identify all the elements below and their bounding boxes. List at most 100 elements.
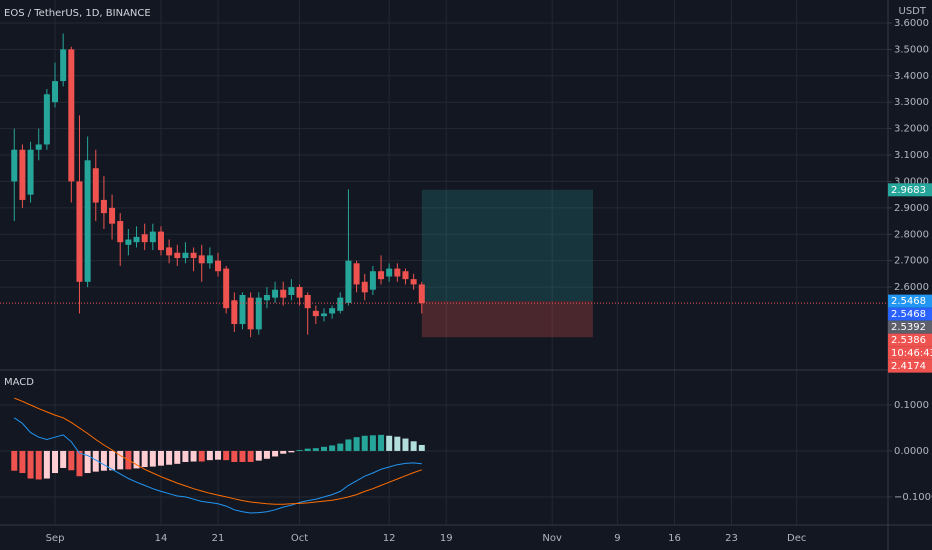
histogram-bar (353, 437, 360, 451)
position-stop-zone (421, 301, 593, 338)
candle-body (345, 260, 352, 303)
y-tick-label: 0.0000 (894, 446, 929, 457)
y-tick-label: 3.6000 (894, 18, 929, 29)
x-tick-label: Sep (46, 533, 65, 544)
histogram-bar (386, 435, 393, 451)
y-tick-label: 3.3000 (894, 97, 929, 108)
histogram-bar (76, 450, 83, 477)
histogram-bar (100, 450, 107, 471)
candle-body (402, 271, 409, 280)
candle-body (353, 263, 360, 285)
candle-body (84, 160, 91, 282)
y-tick-label: 2.8000 (894, 229, 929, 240)
histogram-bar (190, 450, 197, 462)
histogram-bar (215, 450, 222, 460)
candle-body (231, 300, 238, 325)
y-tick-label: 3.5000 (894, 44, 929, 55)
price-label: 2.9683 (891, 185, 926, 196)
histogram-bar (35, 450, 42, 480)
histogram-bar (206, 450, 213, 461)
chart-title: EOS / TetherUS, 1D, BINANCE (4, 8, 151, 19)
candle-body (157, 231, 164, 251)
candle-body (174, 252, 181, 259)
y-tick-label: 2.6000 (894, 282, 929, 293)
candle-body (239, 294, 246, 325)
histogram-bar (109, 450, 116, 471)
candle-body (141, 234, 148, 243)
x-tick-label: 12 (383, 533, 396, 544)
histogram-bar (263, 450, 270, 459)
candle-body (280, 289, 287, 298)
histogram-bar (320, 446, 327, 451)
histogram-bar (239, 450, 246, 462)
candle-body (182, 252, 189, 259)
x-tick-label: Nov (542, 533, 562, 544)
candle-body (76, 181, 83, 282)
candle-body (394, 268, 401, 277)
histogram-bar (272, 450, 279, 457)
candle-body (247, 297, 254, 330)
price-label: 2.5392 (891, 322, 926, 333)
histogram-bar (369, 435, 376, 451)
candle-body (43, 94, 50, 145)
candle-body (133, 236, 140, 243)
histogram-bar (280, 450, 287, 454)
histogram-bar (133, 450, 140, 469)
candle-body (117, 221, 124, 243)
y-tick-label: −0.1000 (894, 492, 932, 503)
price-label-bg (888, 307, 932, 321)
y-axis-label: USDT (899, 6, 927, 17)
price-label-bg (888, 333, 932, 347)
candle-body (27, 149, 34, 195)
x-tick-label: Oct (291, 533, 308, 544)
y-tick-label: 0.1000 (894, 400, 929, 411)
candle-body (320, 313, 327, 317)
x-tick-label: 16 (668, 533, 681, 544)
candle-body (304, 294, 311, 309)
histogram-bar (198, 450, 205, 462)
histogram-bar (52, 450, 59, 474)
histogram-bar (19, 450, 26, 474)
candle-body (100, 199, 107, 214)
histogram-bar (60, 450, 67, 468)
candle-body (52, 81, 59, 103)
candle-body (198, 255, 205, 264)
x-tick-label: Dec (787, 533, 806, 544)
price-label-bg (888, 294, 932, 308)
histogram-bar (92, 450, 99, 472)
candle-body (19, 149, 26, 200)
histogram-bar (410, 441, 417, 451)
candle-body (125, 239, 132, 245)
candle-body (410, 279, 417, 285)
price-label: 2.5386 (891, 335, 926, 346)
candle-body (215, 260, 222, 272)
candle-body (149, 231, 156, 243)
histogram-bar (255, 450, 262, 461)
candle-body (369, 271, 376, 290)
y-tick-label: 2.9000 (894, 203, 929, 214)
y-tick-label: 3.0000 (894, 176, 929, 187)
histogram-bar (231, 450, 238, 462)
histogram-bar (11, 450, 18, 471)
price-label: 2.5468 (891, 309, 926, 320)
histogram-bar (43, 450, 50, 479)
histogram-bar (312, 448, 319, 451)
price-label: 2.4174 (891, 361, 926, 372)
candle-body (92, 168, 99, 203)
candle-body (378, 271, 385, 280)
candle-body (361, 281, 368, 293)
candle-body (288, 287, 295, 295)
candle-body (337, 297, 344, 311)
histogram-bar (345, 439, 352, 451)
countdown-bg (888, 346, 932, 360)
x-tick-label: 23 (725, 533, 738, 544)
histogram-bar (394, 436, 401, 451)
candle-body (60, 49, 67, 82)
candle-body (68, 49, 75, 182)
candle-body (223, 268, 230, 309)
histogram-bar (378, 434, 385, 451)
candle-body (329, 308, 336, 314)
price-label: 2.5468 (891, 296, 926, 307)
y-tick-label: 3.1000 (894, 150, 929, 161)
